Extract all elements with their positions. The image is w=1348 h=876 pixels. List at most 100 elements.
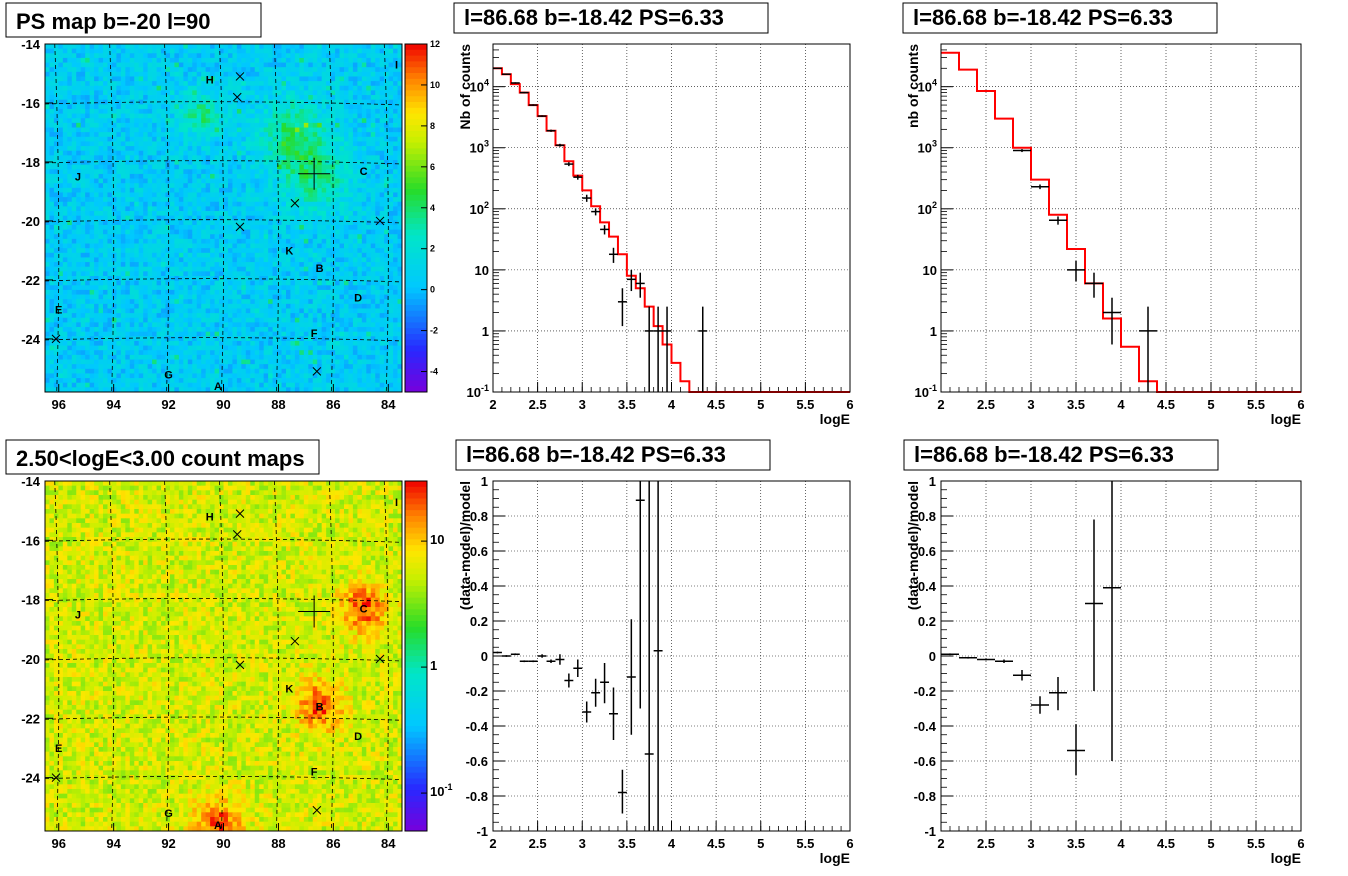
map-pixel bbox=[294, 104, 300, 110]
map-pixel bbox=[196, 215, 202, 221]
map-pixel bbox=[339, 150, 345, 156]
map-pixel bbox=[277, 160, 282, 166]
map-pixel bbox=[268, 155, 273, 161]
map-pixel bbox=[76, 215, 82, 221]
map-pixel bbox=[143, 113, 149, 119]
map-pixel bbox=[384, 280, 390, 286]
map-pixel bbox=[76, 173, 82, 179]
map-pixel bbox=[339, 206, 345, 212]
map-pixel bbox=[299, 67, 305, 73]
map-pixel bbox=[156, 322, 162, 328]
map-pixel bbox=[62, 85, 68, 91]
map-pixel bbox=[263, 317, 269, 323]
map-pixel bbox=[343, 252, 349, 258]
map-pixel bbox=[393, 183, 398, 189]
map-pixel bbox=[236, 127, 242, 133]
map-pixel bbox=[45, 146, 50, 152]
map-pixel bbox=[352, 113, 358, 119]
map-pixel bbox=[129, 303, 135, 309]
map-pixel bbox=[156, 108, 162, 114]
map-pixel bbox=[210, 234, 215, 240]
map-pixel bbox=[219, 294, 224, 300]
map-pixel bbox=[205, 206, 211, 212]
map-pixel bbox=[116, 266, 122, 272]
map-pixel bbox=[250, 122, 256, 128]
map-pixel bbox=[268, 294, 273, 300]
map-pixel bbox=[388, 229, 394, 235]
map-pixel bbox=[125, 141, 131, 147]
map-pixel bbox=[111, 76, 117, 82]
map-pixel bbox=[85, 53, 91, 59]
map-pixel bbox=[299, 53, 305, 59]
map-pixel bbox=[277, 48, 282, 54]
map-pixel bbox=[308, 252, 314, 258]
map-pixel bbox=[335, 294, 340, 300]
map-pixel bbox=[294, 322, 300, 328]
map-pixel bbox=[76, 206, 82, 212]
map-pixel bbox=[67, 173, 73, 179]
map-pixel bbox=[147, 317, 153, 323]
map-pixel bbox=[152, 271, 157, 277]
map-pixel bbox=[357, 211, 363, 217]
map-pixel bbox=[366, 252, 372, 258]
map-pixel bbox=[254, 229, 260, 235]
map-pixel bbox=[326, 262, 331, 268]
map-pixel bbox=[120, 76, 126, 82]
map-pixel bbox=[366, 44, 372, 50]
map-pixel bbox=[236, 308, 242, 314]
map-pixel bbox=[103, 99, 108, 105]
map-pixel bbox=[277, 71, 282, 77]
map-pixel bbox=[76, 108, 82, 114]
map-pixel bbox=[45, 280, 50, 286]
map-pixel bbox=[223, 108, 229, 114]
map-pixel bbox=[219, 322, 224, 328]
map-pixel bbox=[335, 141, 340, 147]
map-pixel bbox=[370, 285, 376, 291]
map-pixel bbox=[312, 243, 318, 249]
map-pixel bbox=[250, 62, 256, 68]
map-pixel bbox=[205, 122, 211, 128]
map-pixel bbox=[49, 201, 55, 207]
map-pixel bbox=[317, 313, 323, 319]
map-pixel bbox=[58, 57, 64, 63]
map-pixel bbox=[187, 276, 193, 282]
map-pixel bbox=[80, 48, 86, 54]
map-pixel bbox=[49, 146, 55, 152]
map-pixel bbox=[263, 178, 269, 184]
map-pixel bbox=[227, 271, 233, 277]
map-pixel bbox=[259, 173, 265, 179]
map-pixel bbox=[366, 81, 372, 87]
map-pixel bbox=[290, 220, 296, 226]
map-pixel bbox=[120, 317, 126, 323]
map-pixel bbox=[343, 81, 349, 87]
map-pixel bbox=[143, 71, 149, 77]
map-pixel bbox=[232, 280, 238, 286]
map-pixel bbox=[89, 169, 95, 175]
map-pixel bbox=[321, 285, 327, 291]
map-pixel bbox=[58, 169, 64, 175]
map-pixel bbox=[156, 308, 162, 314]
map-pixel bbox=[290, 53, 296, 59]
map-pixel bbox=[388, 85, 394, 91]
map-pixel bbox=[366, 294, 372, 300]
map-pixel bbox=[192, 243, 198, 249]
map-pixel bbox=[147, 224, 153, 230]
map-pixel bbox=[53, 322, 59, 328]
map-pixel bbox=[67, 187, 73, 193]
map-pixel bbox=[210, 327, 215, 333]
map-pixel bbox=[303, 113, 309, 119]
map-pixel bbox=[71, 322, 77, 328]
map-pixel bbox=[227, 243, 233, 249]
map-pixel bbox=[317, 192, 323, 198]
map-pixel bbox=[143, 187, 149, 193]
map-pixel bbox=[143, 206, 149, 212]
map-pixel bbox=[183, 160, 189, 166]
map-pixel bbox=[285, 53, 291, 59]
map-pixel bbox=[129, 57, 135, 63]
map-pixel bbox=[357, 62, 363, 68]
map-pixel bbox=[254, 62, 260, 68]
map-pixel bbox=[352, 90, 358, 96]
map-pixel bbox=[232, 234, 238, 240]
map-pixel bbox=[277, 317, 282, 323]
map-pixel bbox=[384, 197, 390, 203]
